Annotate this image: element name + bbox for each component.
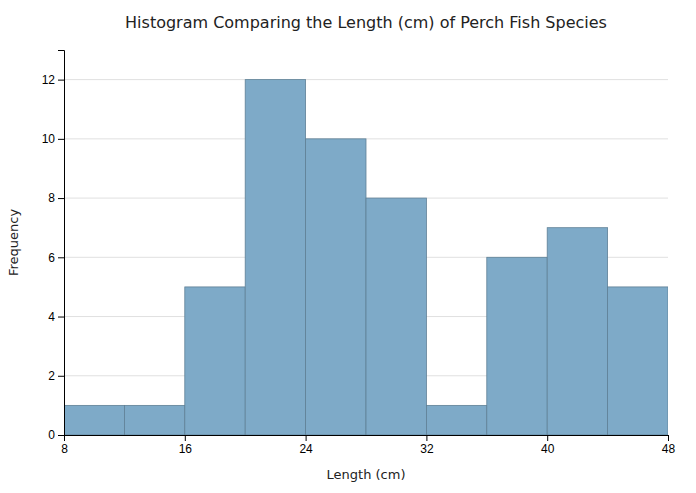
tick-mark — [306, 435, 307, 441]
tick-mark — [426, 435, 427, 441]
bar — [608, 287, 668, 435]
bar — [64, 405, 124, 435]
tick-mark — [58, 139, 64, 140]
tick-mark — [58, 257, 64, 258]
tick-mark — [547, 435, 548, 441]
x-axis-label: Length (cm) — [327, 467, 406, 482]
tick: 4 — [48, 310, 64, 324]
y-axis-label: Frequency — [6, 209, 21, 276]
tick: 8 — [61, 435, 68, 456]
tick-label: 6 — [48, 251, 55, 265]
axis-line — [58, 51, 65, 436]
tick: 8 — [48, 191, 64, 205]
plot: 81624324048024681012 — [42, 51, 676, 456]
grid-line — [64, 79, 668, 80]
bar — [547, 228, 607, 435]
tick-label: 24 — [299, 442, 313, 456]
tick-mark — [58, 435, 64, 436]
tick-label: 0 — [48, 428, 55, 442]
tick-mark — [58, 376, 64, 377]
tick-mark — [58, 80, 64, 81]
bar — [426, 405, 486, 435]
tick-mark — [185, 435, 186, 441]
tick-label: 8 — [61, 442, 68, 456]
x-axis: 8 16 24 32 40 48 — [61, 435, 675, 456]
tick: 12 — [42, 73, 64, 87]
tick-label: 48 — [662, 442, 676, 456]
tick-label: 32 — [420, 442, 434, 456]
tick-label: 8 — [48, 191, 55, 205]
tick-mark — [58, 198, 64, 199]
y-axis: 0 2 4 6 8 10 12 — [42, 51, 65, 443]
tick: 24 — [299, 435, 313, 456]
tick-mark — [668, 435, 669, 441]
tick: 10 — [42, 132, 64, 146]
tick: 48 — [662, 435, 676, 456]
axis-line — [65, 436, 669, 442]
tick: 16 — [179, 435, 193, 456]
tick: 32 — [420, 435, 434, 456]
chart: 81624324048024681012Histogram Comparing … — [0, 0, 696, 493]
tick: 6 — [48, 251, 64, 265]
bar — [245, 80, 305, 435]
bar — [366, 198, 426, 435]
tick-label: 4 — [48, 310, 55, 324]
tick: 2 — [48, 369, 64, 383]
bar — [124, 405, 184, 435]
tick-mark — [58, 317, 64, 318]
tick: 0 — [48, 428, 64, 442]
tick-label: 16 — [179, 442, 193, 456]
tick-label: 2 — [48, 369, 55, 383]
tick: 40 — [541, 435, 555, 456]
grid — [64, 80, 668, 435]
bars — [64, 80, 668, 435]
tick-label: 12 — [42, 73, 56, 87]
title: Histogram Comparing the Length (cm) of P… — [125, 13, 607, 32]
tick-label: 10 — [42, 132, 56, 146]
bar — [185, 287, 245, 435]
bar — [487, 257, 547, 435]
bar — [306, 139, 366, 435]
tick-label: 40 — [541, 442, 555, 456]
